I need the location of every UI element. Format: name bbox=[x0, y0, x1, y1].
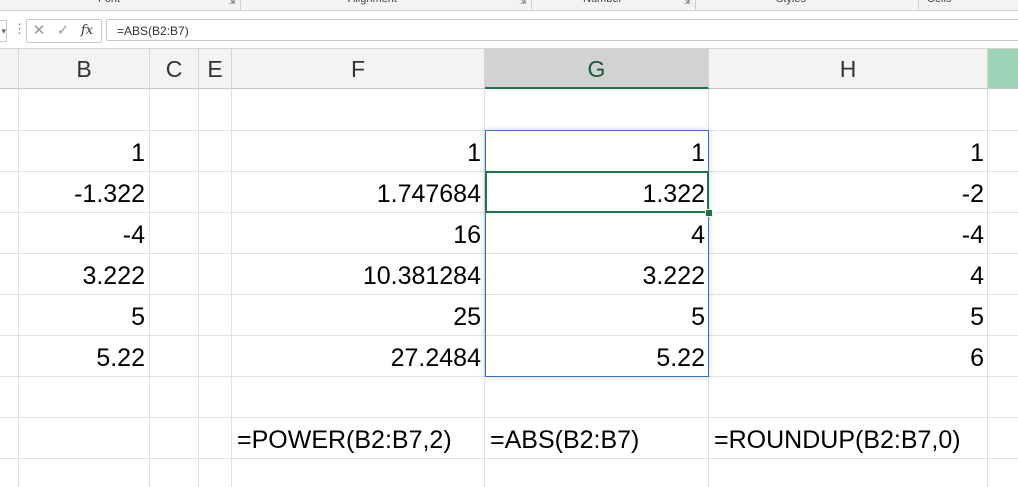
formula-input[interactable]: =ABS(B2:B7) bbox=[106, 19, 1018, 41]
cell-g4[interactable]: 4 bbox=[691, 221, 705, 249]
gridline bbox=[0, 417, 1018, 418]
insert-function-icon[interactable]: fx bbox=[80, 23, 94, 38]
gridline bbox=[18, 89, 19, 487]
cell-b5[interactable]: 3.222 bbox=[82, 262, 145, 290]
cell-f3[interactable]: 1.747684 bbox=[376, 180, 481, 208]
formula-label-f[interactable]: =POWER(B2:B7,2) bbox=[237, 426, 452, 454]
ribbon-group-styles: Styles bbox=[776, 0, 806, 5]
gridline bbox=[231, 89, 232, 487]
ribbon-group-number: Number bbox=[583, 0, 622, 5]
cell-f2[interactable]: 1 bbox=[467, 139, 481, 167]
cell-b4[interactable]: -4 bbox=[122, 221, 145, 249]
gridline bbox=[149, 89, 150, 487]
cancel-icon[interactable]: ✕ bbox=[32, 22, 46, 39]
formula-label-h[interactable]: =ROUNDUP(B2:B7,0) bbox=[714, 426, 961, 454]
ribbon-group-alignment: Alignment bbox=[348, 0, 397, 5]
gridline bbox=[484, 89, 485, 487]
number-dialog-launcher-icon[interactable]: ⇲ bbox=[683, 0, 691, 6]
cell-g7[interactable]: 5.22 bbox=[656, 344, 705, 372]
gridline bbox=[0, 458, 1018, 459]
cell-g6[interactable]: 5 bbox=[691, 303, 705, 331]
cell-h7[interactable]: 6 bbox=[970, 344, 984, 372]
cell-f5[interactable]: 10.381284 bbox=[362, 262, 481, 290]
ribbon-separator bbox=[918, 0, 919, 10]
cell-h3[interactable]: -2 bbox=[961, 180, 984, 208]
ribbon-separator bbox=[695, 0, 696, 10]
formula-bar: ▾ ⋮ ✕ ✓ fx =ABS(B2:B7) bbox=[0, 11, 1018, 49]
cell-f6[interactable]: 25 bbox=[453, 303, 481, 331]
cell-h6[interactable]: 5 bbox=[970, 303, 984, 331]
ribbon-separator bbox=[531, 0, 532, 10]
gridline bbox=[198, 89, 199, 487]
cell-f4[interactable]: 16 bbox=[453, 221, 481, 249]
ribbon-group-font: Font bbox=[98, 0, 120, 5]
column-header-next[interactable] bbox=[988, 49, 1018, 89]
font-dialog-launcher-icon[interactable]: ⇲ bbox=[228, 0, 236, 6]
column-header-g[interactable]: G bbox=[485, 49, 709, 89]
cell-b7[interactable]: 5.22 bbox=[96, 344, 145, 372]
cell-b2[interactable]: 1 bbox=[131, 139, 145, 167]
cell-h2[interactable]: 1 bbox=[970, 139, 984, 167]
column-header-e[interactable]: E bbox=[199, 49, 232, 89]
gridline bbox=[0, 253, 1018, 254]
enter-icon[interactable]: ✓ bbox=[56, 22, 70, 39]
worksheet-grid[interactable]: 1 1 1 1 -1.322 1.747684 1.322 -2 -4 16 4… bbox=[0, 89, 1018, 487]
cell-f7[interactable]: 27.2484 bbox=[390, 344, 481, 372]
ribbon-group-labels: Font ⇲ Alignment ⇲ Number ⇲ Styles Cells bbox=[0, 0, 1018, 11]
gridline bbox=[0, 335, 1018, 336]
cell-g5[interactable]: 3.222 bbox=[642, 262, 705, 290]
ribbon-group-cells: Cells bbox=[927, 0, 951, 5]
gridline bbox=[987, 89, 988, 487]
column-header-partial[interactable] bbox=[0, 49, 19, 89]
formula-label-g[interactable]: =ABS(B2:B7) bbox=[490, 426, 640, 454]
gridline bbox=[0, 294, 1018, 295]
alignment-dialog-launcher-icon[interactable]: ⇲ bbox=[519, 0, 527, 6]
cell-g2[interactable]: 1 bbox=[691, 139, 705, 167]
column-header-b[interactable]: B bbox=[19, 49, 150, 89]
column-header-f[interactable]: F bbox=[232, 49, 485, 89]
column-header-c[interactable]: C bbox=[150, 49, 199, 89]
gridline bbox=[0, 376, 1018, 377]
formula-buttons: ✕ ✓ fx bbox=[26, 19, 102, 43]
more-options-icon[interactable]: ⋮ bbox=[13, 21, 26, 36]
column-header-h[interactable]: H bbox=[709, 49, 988, 89]
ribbon-separator bbox=[240, 0, 241, 10]
cell-b3[interactable]: -1.322 bbox=[74, 180, 145, 208]
cell-h5[interactable]: 4 bbox=[970, 262, 984, 290]
name-box-dropdown-icon[interactable]: ▾ bbox=[0, 20, 7, 42]
cell-h4[interactable]: -4 bbox=[961, 221, 984, 249]
cell-b6[interactable]: 5 bbox=[131, 303, 145, 331]
cell-g3[interactable]: 1.322 bbox=[642, 180, 705, 208]
